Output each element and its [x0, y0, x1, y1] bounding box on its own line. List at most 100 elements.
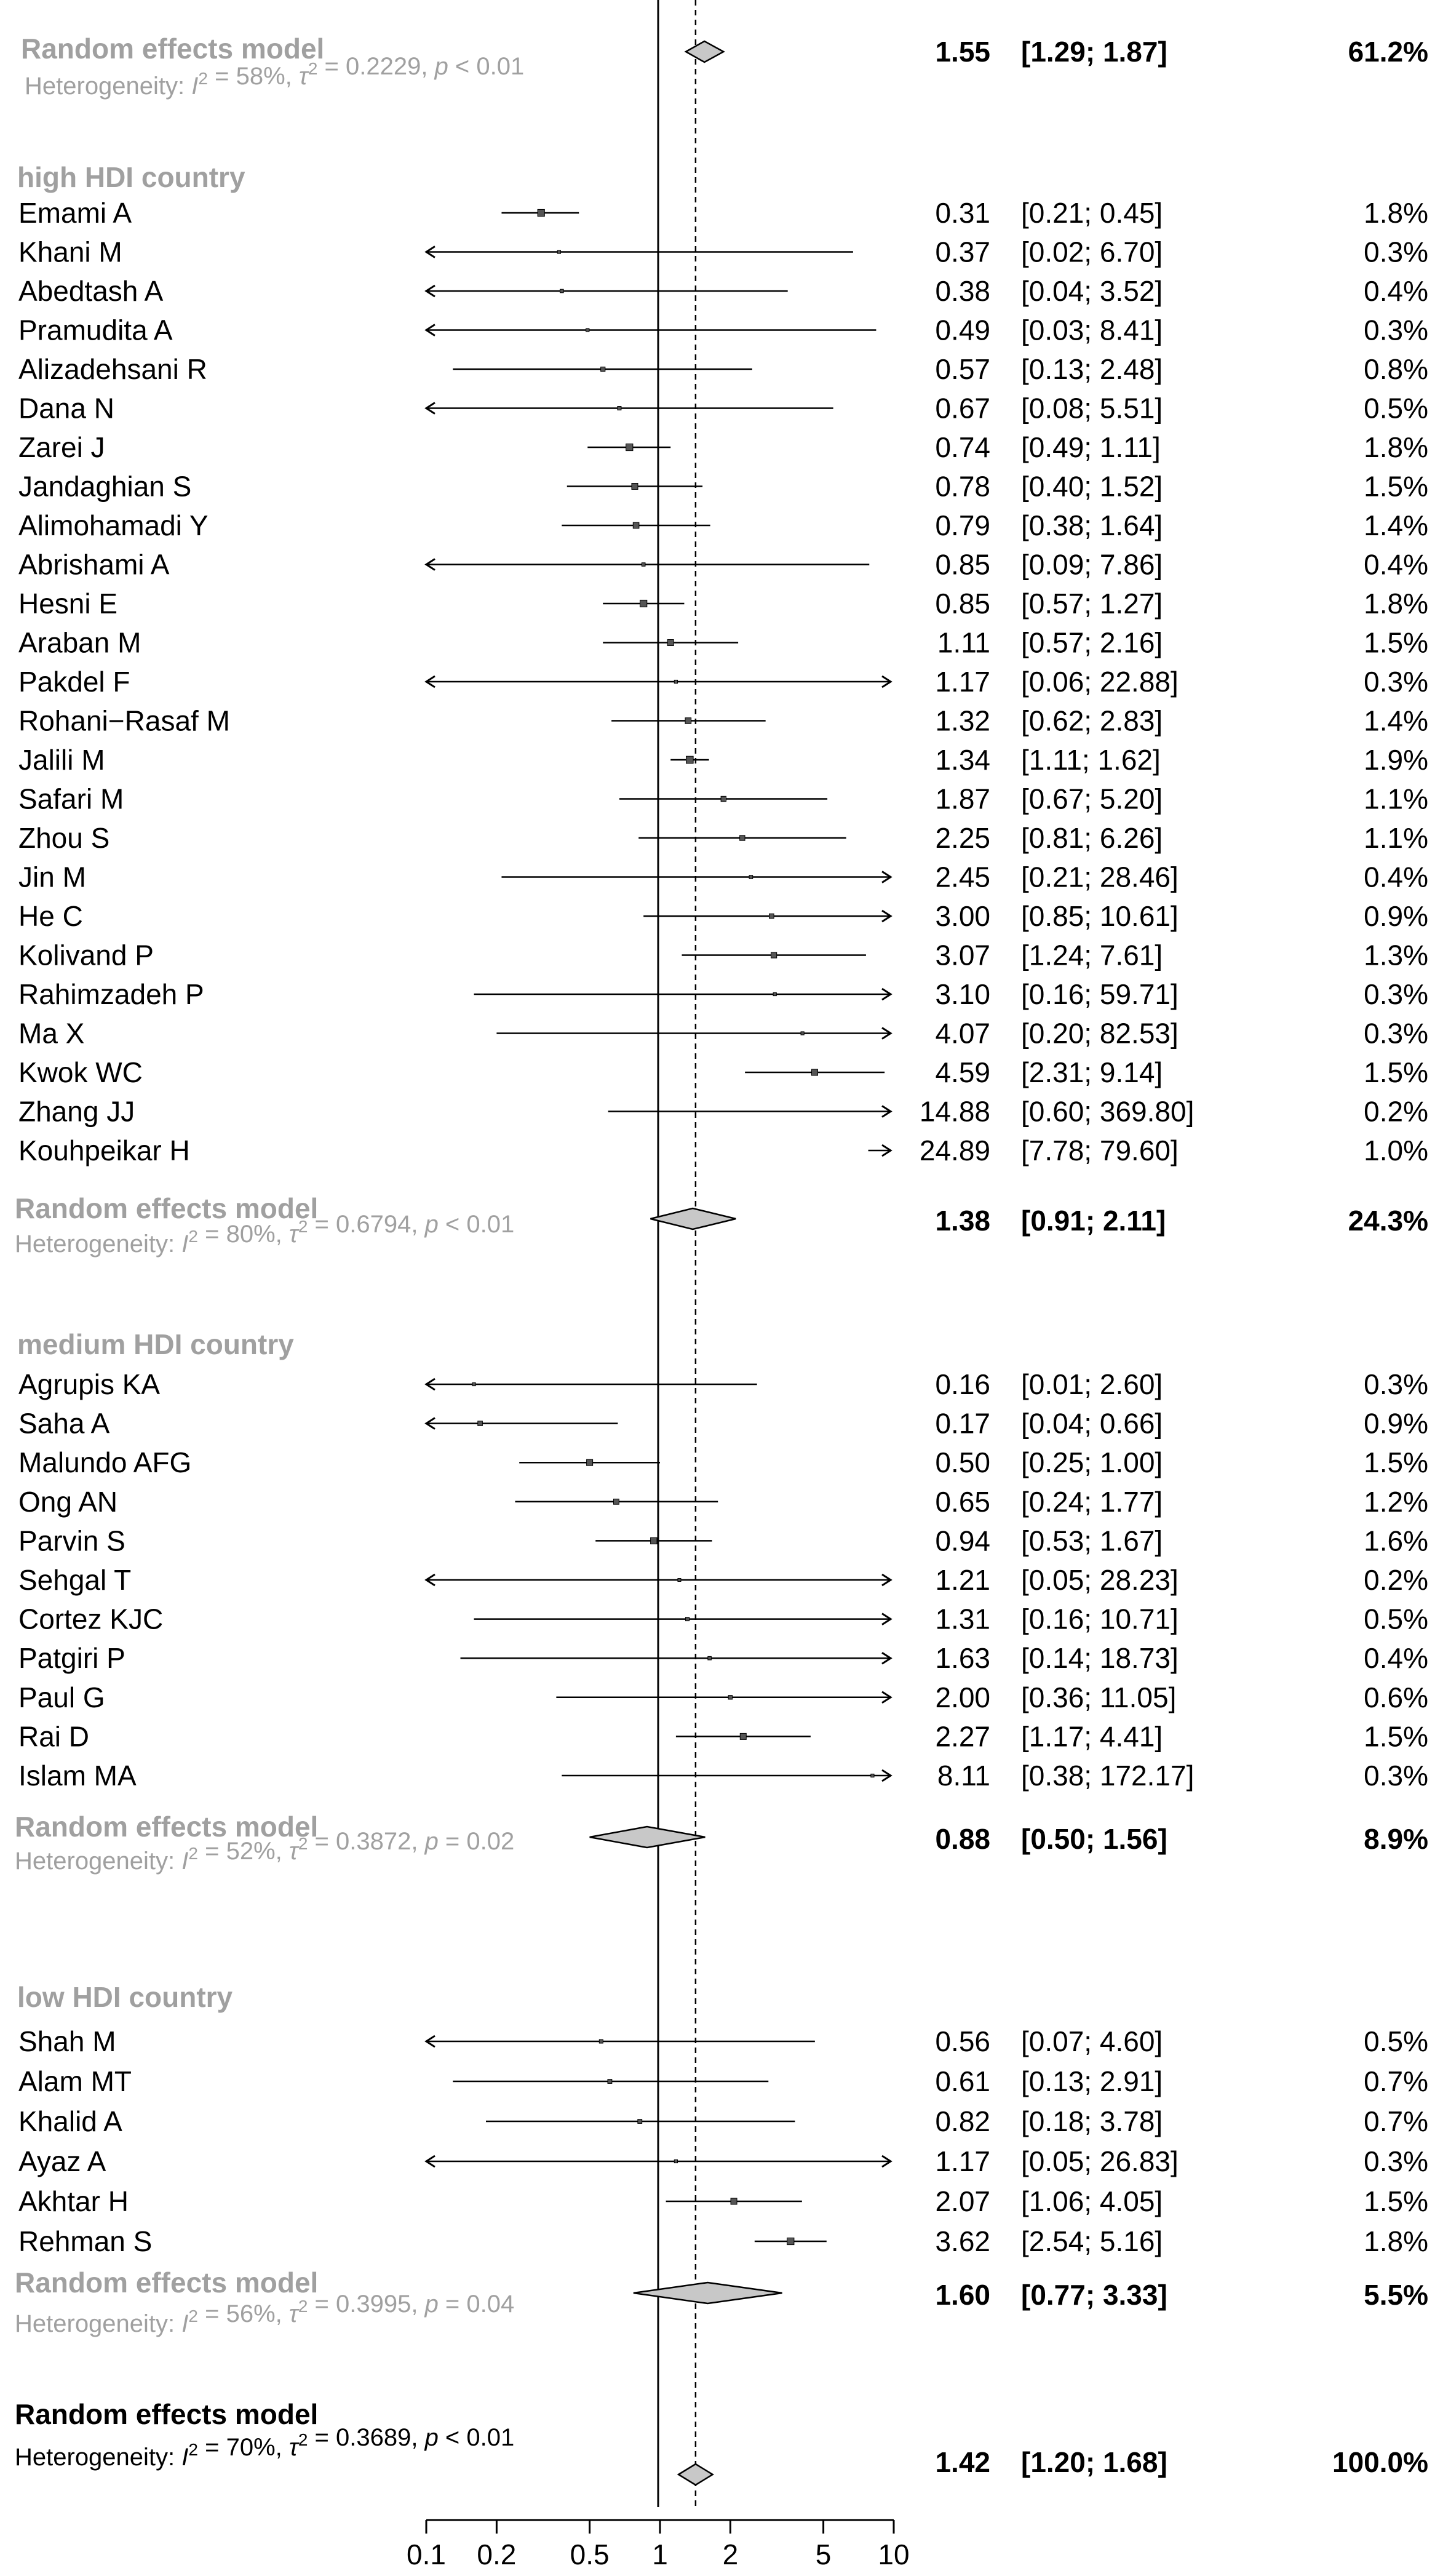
top-summary-label: Random effects model	[21, 33, 324, 65]
group-1-summary-ci-text: [0.91; 2.11]	[1021, 1205, 1166, 1237]
group-1-study-9-ci-text: [0.38; 1.64]	[1021, 509, 1163, 541]
group-1-study-9-weight: 1.4%	[1364, 509, 1428, 541]
group-2-study-2-weight: 0.9%	[1364, 1408, 1428, 1440]
group-1-summary-estimate: 1.38	[935, 1205, 990, 1237]
group-2-study-9-point	[728, 1695, 733, 1700]
group-1-study-7-estimate: 0.74	[935, 431, 990, 463]
group-1-study-20-weight: 1.3%	[1364, 939, 1428, 971]
group-2-study-7-weight: 0.5%	[1364, 1603, 1428, 1635]
group-1-study-21-arrow-right	[881, 987, 892, 1001]
group-2-study-5-label: Parvin S	[18, 1525, 125, 1557]
group-3-study-6-ci-text: [2.54; 5.16]	[1021, 2225, 1163, 2257]
group-1-study-18-weight: 0.4%	[1364, 861, 1428, 893]
group-1-study-23-point	[811, 1069, 818, 1076]
group-2-study-9-weight: 0.6%	[1364, 1681, 1428, 1713]
group-3-study-4-estimate: 1.17	[935, 2145, 990, 2177]
group-2-study-6-estimate: 1.21	[935, 1564, 990, 1596]
group-3-study-1-label: Shah M	[18, 2025, 116, 2057]
group-1-study-2-weight: 0.3%	[1364, 236, 1428, 268]
group-3-study-4-arrow-right	[881, 2155, 892, 2168]
group-1-study-13-estimate: 1.17	[935, 666, 990, 698]
group-2-study-9-estimate: 2.00	[935, 1681, 990, 1713]
group-1-study-3-point	[560, 289, 564, 293]
group-1-study-21-point	[773, 992, 777, 997]
group-3-study-2-ci-text: [0.13; 2.91]	[1021, 2065, 1163, 2097]
group-3-summary-diamond	[633, 2281, 782, 2305]
group-2-study-6-label: Sehgal T	[18, 1564, 131, 1596]
group-3-study-5-estimate: 2.07	[935, 2185, 990, 2217]
group-2-study-8-label: Patgiri P	[18, 1642, 125, 1674]
group-2-study-9-label: Paul G	[18, 1681, 105, 1713]
x-tick-label-4: 1	[652, 2538, 668, 2570]
group-3-study-6-weight: 1.8%	[1364, 2225, 1428, 2257]
group-2-study-8-ci-text: [0.14; 18.73]	[1021, 1642, 1179, 1674]
group-2-study-7-estimate: 1.31	[935, 1603, 990, 1635]
group-2-study-4-ci-text: [0.24; 1.77]	[1021, 1486, 1163, 1518]
x-tick-label-1: 0.1	[407, 2538, 446, 2570]
group-1-study-2-ci-text: [0.02; 6.70]	[1021, 236, 1163, 268]
group-2-study-10-weight: 1.5%	[1364, 1720, 1428, 1752]
group-2-study-11-weight: 0.3%	[1364, 1760, 1428, 1792]
group-1-study-19-weight: 0.9%	[1364, 900, 1428, 932]
group-1-study-12-weight: 1.5%	[1364, 627, 1428, 659]
group-1-study-22-label: Ma X	[18, 1018, 84, 1050]
overall-summary-label: Random effects model	[15, 2398, 318, 2430]
group-1-study-18-estimate: 2.45	[935, 861, 990, 893]
group-3-study-3-point	[637, 2119, 643, 2124]
group-1-study-20-estimate: 3.07	[935, 939, 990, 971]
group-1-study-17-point	[739, 835, 745, 841]
group-2-study-1-weight: 0.3%	[1364, 1368, 1428, 1400]
top-summary-estimate: 1.55	[935, 36, 990, 68]
group-2-study-8-arrow-right	[881, 1651, 892, 1665]
group-1-study-12-ci-text: [0.57; 2.16]	[1021, 627, 1163, 659]
group-3-study-4-point	[674, 2159, 678, 2164]
top-summary-ci-text: [1.29; 1.87]	[1021, 36, 1167, 68]
group-2-study-11-point	[870, 1773, 875, 1778]
group-1-study-20-point	[771, 952, 777, 959]
group-3-study-5-weight: 1.5%	[1364, 2185, 1428, 2217]
group-1-study-22-ci-text: [0.20; 82.53]	[1021, 1018, 1179, 1050]
group-1-study-25-weight: 1.0%	[1364, 1134, 1428, 1166]
group-1-study-19-label: He C	[18, 900, 83, 932]
group-1-study-16-label: Safari M	[18, 783, 124, 815]
group-1-study-16-estimate: 1.87	[935, 783, 990, 815]
group-1-study-3-weight: 0.4%	[1364, 275, 1428, 307]
x-tick-label-5: 2	[723, 2538, 739, 2570]
group-1-title: high HDI country	[17, 161, 245, 193]
group-1-study-16-point	[720, 796, 726, 802]
group-2-study-2-estimate: 0.17	[935, 1408, 990, 1440]
group-2-study-9-ci-text: [0.36; 11.05]	[1021, 1681, 1176, 1713]
overall-summary-heterogeneity: Heterogeneity: I2 = 70%, τ2 = 0.3689, p …	[15, 2424, 514, 2471]
group-1-study-14-label: Rohani−Rasaf M	[18, 705, 230, 737]
group-2-study-2-label: Saha A	[18, 1408, 110, 1440]
group-1-summary-diamond	[650, 1207, 736, 1230]
group-3-study-1-point	[598, 2039, 603, 2044]
group-1-study-1-weight: 1.8%	[1364, 197, 1428, 229]
group-1-study-21-estimate: 3.10	[935, 978, 990, 1010]
group-2-study-6-ci-text: [0.05; 28.23]	[1021, 1564, 1179, 1596]
group-1-study-6-weight: 0.5%	[1364, 393, 1428, 425]
group-1-study-16-ci-text: [0.67; 5.20]	[1021, 783, 1163, 815]
group-1-study-5-point	[600, 366, 606, 372]
group-1-study-10-estimate: 0.85	[935, 549, 990, 581]
group-1-study-23-label: Kwok WC	[18, 1056, 143, 1088]
overall-summary-ci-text: [1.20; 1.68]	[1021, 2446, 1167, 2478]
group-3-study-2-weight: 0.7%	[1364, 2065, 1428, 2097]
group-1-study-10-point	[641, 562, 646, 567]
group-1-study-17-ci-text: [0.81; 6.26]	[1021, 822, 1163, 854]
group-1-study-20-label: Kolivand P	[18, 939, 154, 971]
group-1-study-2-estimate: 0.37	[935, 236, 990, 268]
group-1-study-15-label: Jalili M	[18, 744, 105, 776]
group-2-study-6-weight: 0.2%	[1364, 1564, 1428, 1596]
group-2-study-3-point	[586, 1459, 594, 1466]
group-1-study-25-label: Kouhpeikar H	[18, 1134, 190, 1166]
group-3-study-6-estimate: 3.62	[935, 2225, 990, 2257]
group-1-study-8-point	[631, 483, 638, 490]
group-1-study-21-ci-text: [0.16; 59.71]	[1021, 978, 1179, 1010]
group-1-study-1-point	[537, 209, 545, 217]
group-2-study-7-ci-text: [0.16; 10.71]	[1021, 1603, 1179, 1635]
group-3-study-2-point	[607, 2079, 613, 2084]
group-3-study-6-point	[787, 2237, 795, 2246]
group-1-study-10-label: Abrishami A	[18, 549, 170, 581]
group-1-study-24-label: Zhang JJ	[18, 1096, 135, 1128]
